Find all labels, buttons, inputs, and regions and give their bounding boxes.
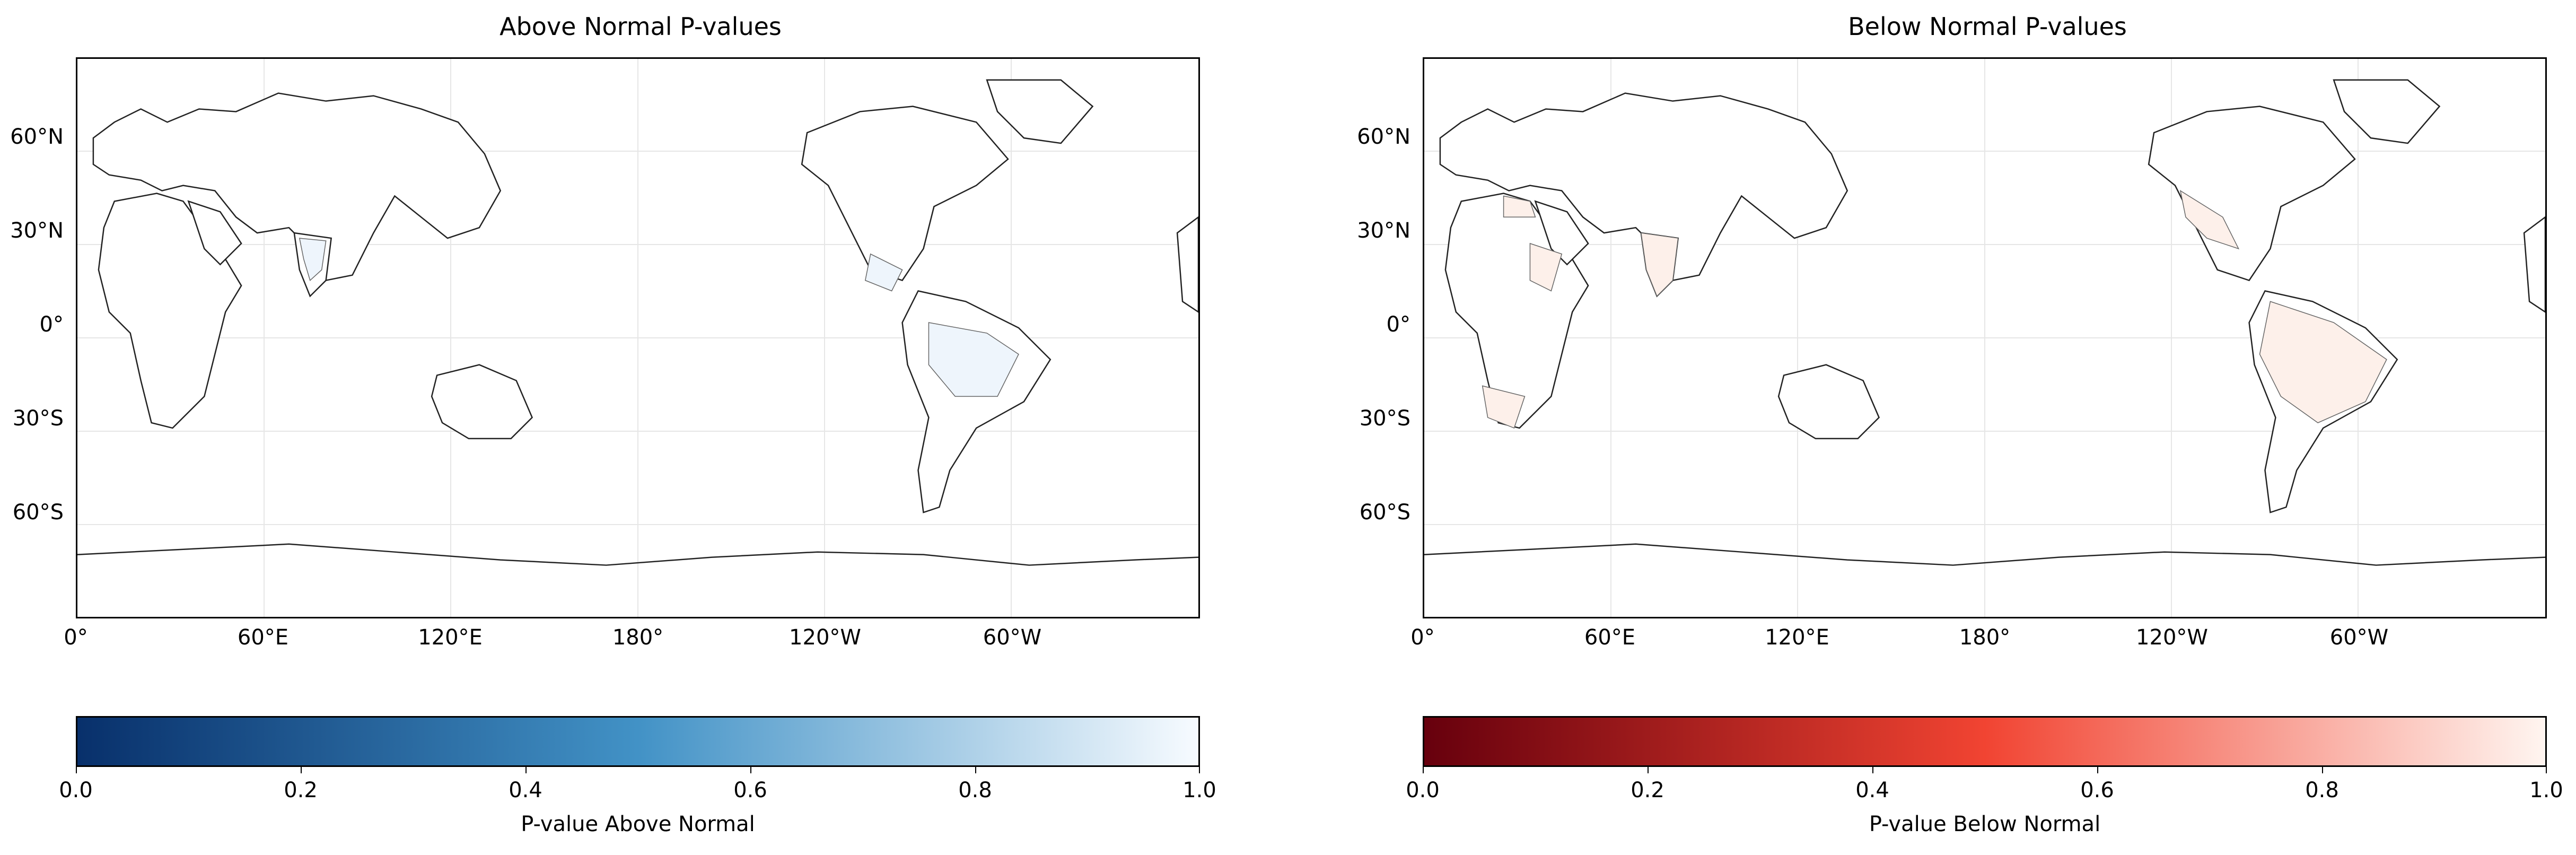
cbar-tick-mark bbox=[301, 767, 302, 773]
cbar-tick-label: 1.0 bbox=[1182, 778, 1216, 802]
lat-tick-label: 60°N bbox=[1357, 125, 1410, 149]
lon-tick-label: 0° bbox=[1410, 625, 1435, 650]
above-normal-panel: Above Normal P-values 60°N 30°N 0° 30°S … bbox=[10, 0, 1225, 855]
cbar-tick-label: 0.2 bbox=[1631, 778, 1664, 802]
lat-tick-label: 30°N bbox=[10, 219, 64, 243]
cbar-tick-mark bbox=[76, 767, 77, 773]
cbar-tick-mark bbox=[2097, 767, 2098, 773]
north-america bbox=[2148, 106, 2356, 282]
arabia bbox=[1534, 200, 1589, 266]
colorbar-below bbox=[1423, 716, 2547, 767]
cbar-tick-mark bbox=[1648, 767, 1649, 773]
cbar-tick-label: 0.4 bbox=[509, 778, 542, 802]
lon-tick-label: 60°E bbox=[237, 625, 289, 650]
lon-tick-label: 180° bbox=[612, 625, 664, 650]
map-canvas bbox=[77, 59, 1198, 617]
highlighted-regions bbox=[299, 238, 1019, 397]
cbar-tick-label: 1.0 bbox=[2529, 778, 2563, 802]
lat-tick-label: 60°S bbox=[12, 500, 64, 525]
lat-tick-label: 0° bbox=[1386, 312, 1410, 337]
lon-tick-label: 120°W bbox=[2136, 625, 2208, 650]
cbar-tick-mark bbox=[2546, 767, 2547, 773]
lon-tick-label: 60°E bbox=[1584, 625, 1636, 650]
lon-tick-label: 0° bbox=[64, 625, 88, 650]
cbar-tick-mark bbox=[1423, 767, 1424, 773]
cbar-tick-mark bbox=[975, 767, 976, 773]
world-map bbox=[76, 57, 1200, 618]
cbar-tick-label: 0.6 bbox=[733, 778, 767, 802]
africa-east-edge bbox=[1176, 216, 1198, 313]
highlighted-regions bbox=[1482, 190, 2387, 429]
lon-tick-label: 60°W bbox=[983, 625, 1042, 650]
north-america bbox=[801, 106, 1009, 282]
lon-tick-label: 60°W bbox=[2329, 625, 2389, 650]
lat-tick-label: 0° bbox=[39, 312, 64, 337]
cbar-tick-label: 0.4 bbox=[1855, 778, 1889, 802]
panel-title: Above Normal P-values bbox=[500, 12, 782, 41]
colorbar-above bbox=[76, 716, 1200, 767]
europe-asia bbox=[1439, 92, 1848, 282]
lat-tick-label: 60°S bbox=[1359, 500, 1410, 525]
cbar-tick-label: 0.6 bbox=[2080, 778, 2114, 802]
cbar-tick-label: 0.0 bbox=[1406, 778, 1440, 802]
lat-tick-label: 30°S bbox=[12, 406, 64, 431]
greenland bbox=[2333, 79, 2441, 144]
australia bbox=[431, 364, 533, 440]
cbar-tick-mark bbox=[750, 767, 751, 773]
colorbar-title: P-value Above Normal bbox=[521, 812, 755, 836]
lat-tick-label: 60°N bbox=[10, 125, 64, 149]
cbar-tick-mark bbox=[525, 767, 527, 773]
lat-tick-label: 30°S bbox=[1359, 406, 1410, 431]
lon-tick-label: 120°W bbox=[789, 625, 861, 650]
south-america bbox=[901, 290, 1052, 513]
greenland bbox=[986, 79, 1094, 144]
map-canvas bbox=[1424, 59, 2545, 617]
cbar-tick-mark bbox=[1199, 767, 1200, 773]
arabia bbox=[187, 200, 242, 266]
lon-tick-label: 180° bbox=[1959, 625, 2011, 650]
australia bbox=[1777, 364, 1880, 440]
cbar-tick-label: 0.8 bbox=[2305, 778, 2339, 802]
world-map bbox=[1423, 57, 2547, 618]
lon-tick-label: 120°E bbox=[1765, 625, 1829, 650]
cbar-tick-label: 0.8 bbox=[958, 778, 992, 802]
cbar-tick-mark bbox=[2322, 767, 2323, 773]
antarctica bbox=[1424, 543, 2545, 566]
below-normal-panel: Below Normal P-values 60°N 30°N 0° 30°S … bbox=[1357, 0, 2572, 855]
antarctica bbox=[77, 543, 1198, 566]
lon-tick-label: 120°E bbox=[418, 625, 483, 650]
cbar-tick-label: 0.2 bbox=[284, 778, 318, 802]
europe-asia bbox=[92, 92, 502, 282]
cbar-tick-mark bbox=[1872, 767, 1873, 773]
africa-east-edge bbox=[2523, 216, 2545, 313]
panel-title: Below Normal P-values bbox=[1848, 12, 2127, 41]
lat-tick-label: 30°N bbox=[1357, 219, 1410, 243]
cbar-tick-label: 0.0 bbox=[59, 778, 93, 802]
colorbar-title: P-value Below Normal bbox=[1869, 812, 2101, 836]
